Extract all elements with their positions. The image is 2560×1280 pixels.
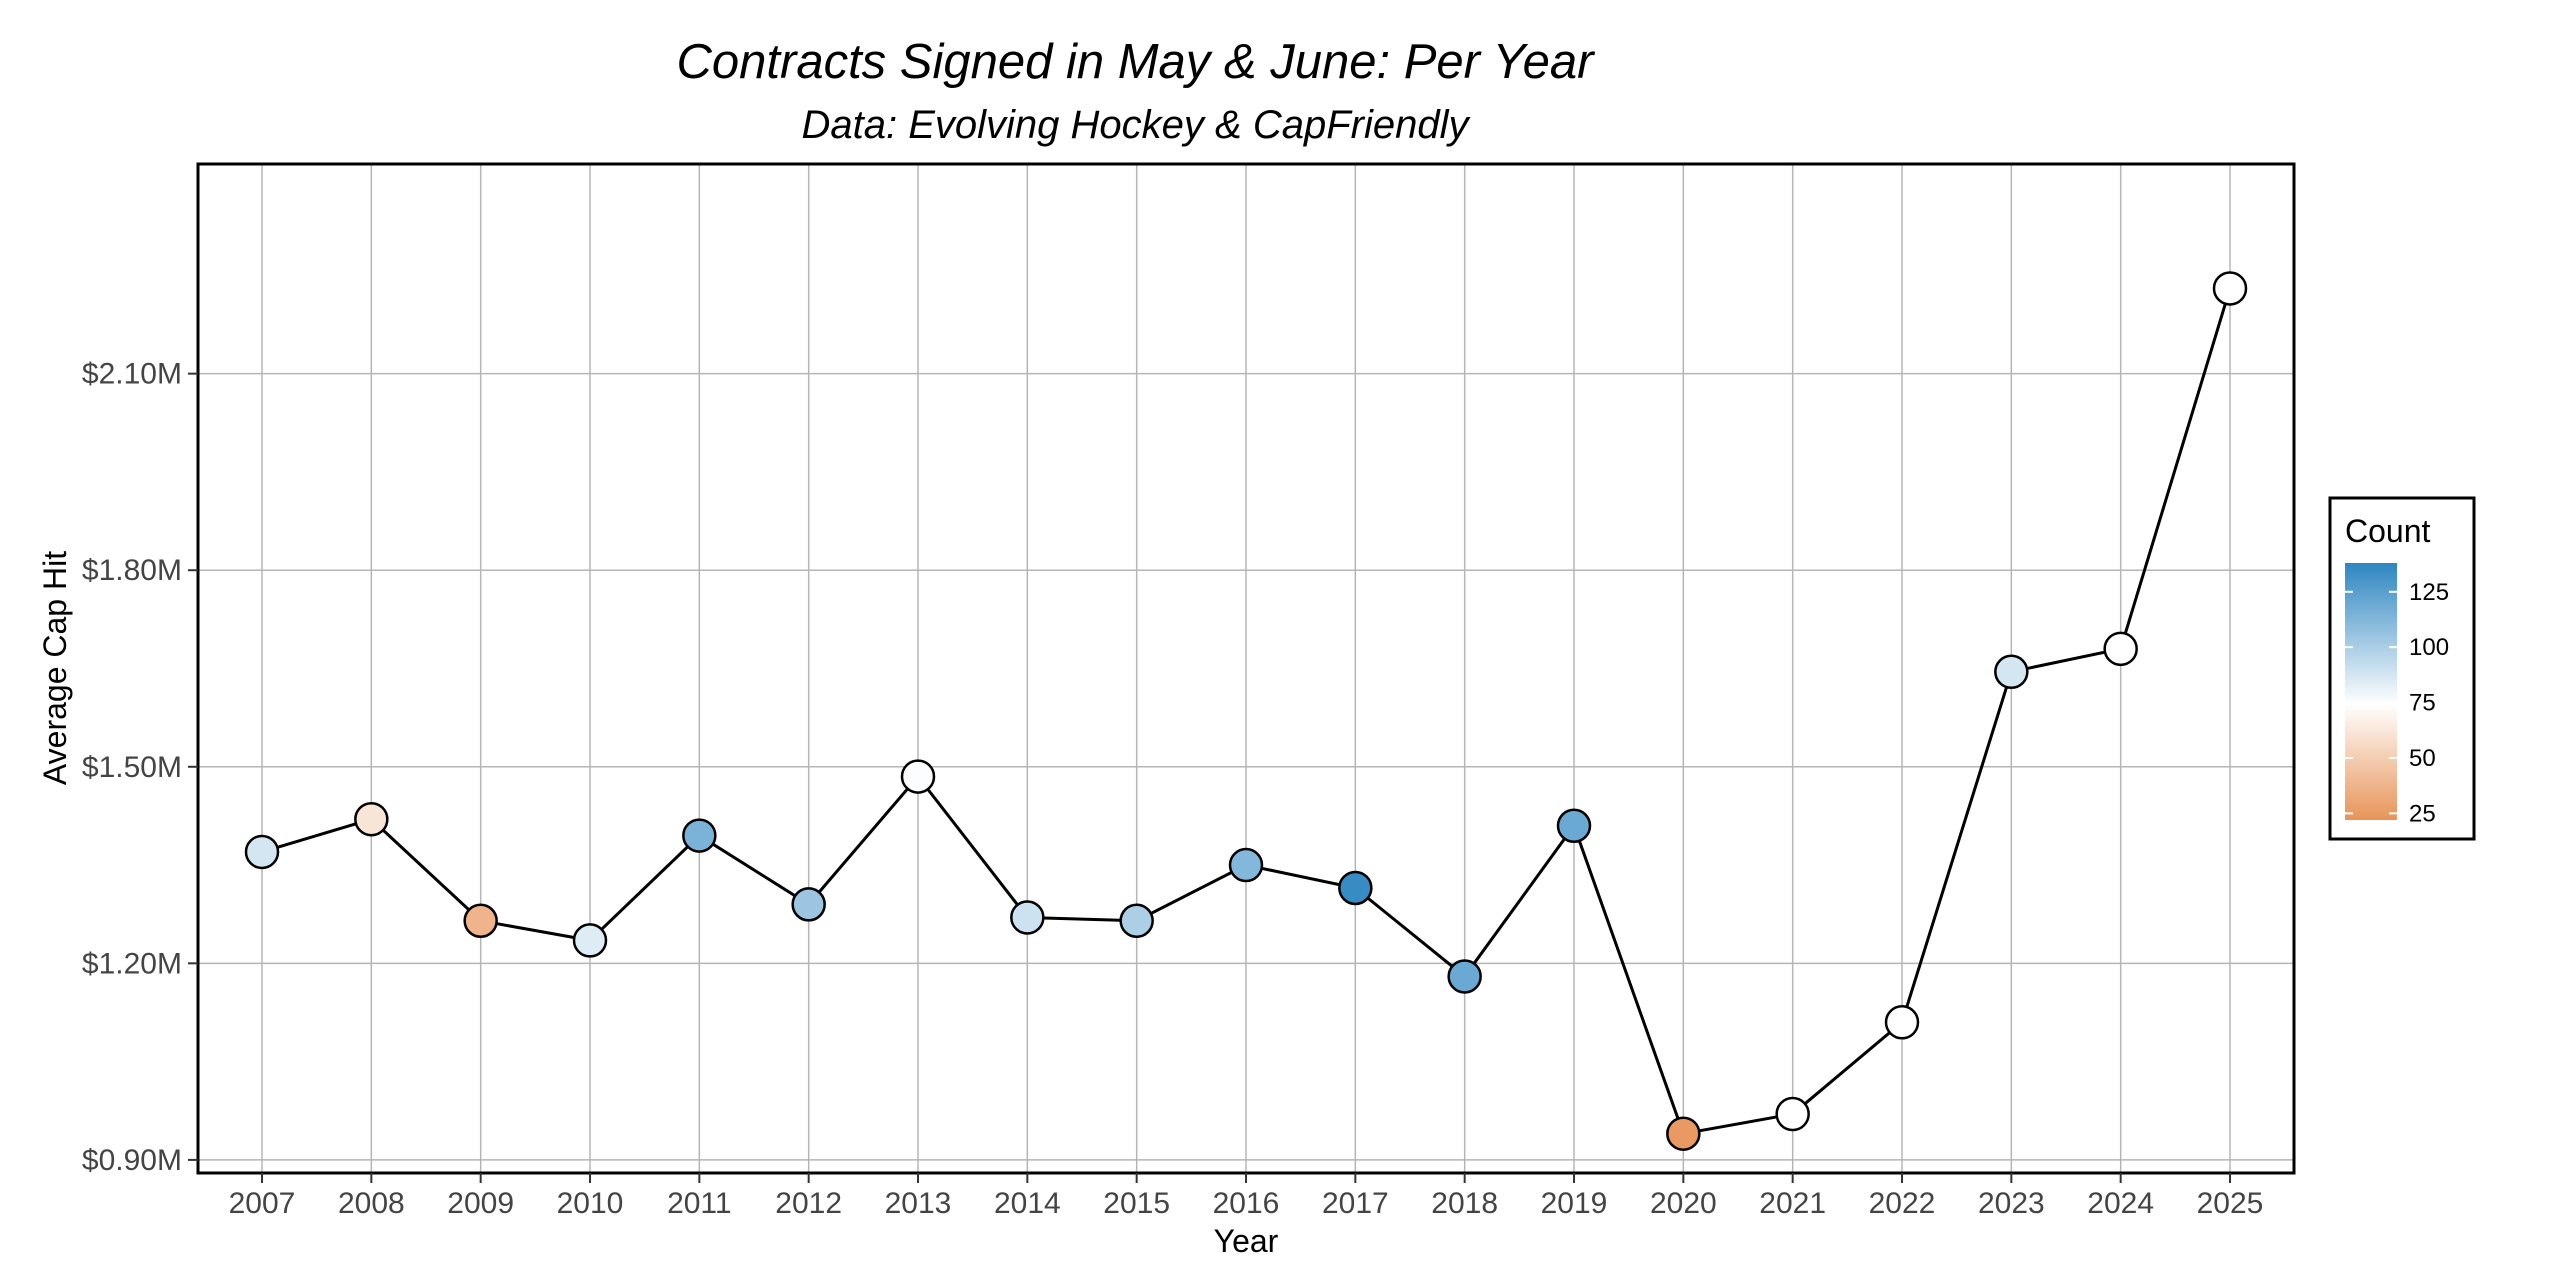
x-tick-label: 2015 bbox=[1103, 1187, 1170, 1220]
x-tick-label: 2017 bbox=[1322, 1187, 1389, 1220]
x-tick-label: 2012 bbox=[775, 1187, 842, 1220]
data-point bbox=[1010, 900, 1045, 935]
legend-tick-label: 25 bbox=[2409, 800, 2436, 827]
data-point bbox=[1775, 1096, 1810, 1132]
legend-tick-label: 125 bbox=[2409, 579, 2449, 606]
x-axis-title: Year bbox=[1214, 1223, 1279, 1259]
data-point bbox=[2212, 271, 2248, 306]
x-tick-label: 2022 bbox=[1869, 1187, 1936, 1220]
y-axis-ticks: $0.90M $1.20M $1.50M $1.80M $2.10M bbox=[82, 358, 198, 1177]
data-point bbox=[900, 759, 936, 794]
data-point bbox=[682, 818, 717, 853]
data-point bbox=[572, 923, 608, 958]
grid-lines bbox=[198, 164, 2294, 1173]
x-tick-label: 2013 bbox=[885, 1187, 952, 1220]
data-point bbox=[1666, 1116, 1701, 1151]
y-tick-label: $1.80M bbox=[82, 554, 182, 587]
x-tick-label: 2008 bbox=[338, 1187, 405, 1220]
x-tick-label: 2023 bbox=[1978, 1187, 2045, 1220]
x-tick-label: 2011 bbox=[667, 1187, 732, 1220]
x-tick-label: 2014 bbox=[994, 1187, 1061, 1220]
x-tick-label: 2009 bbox=[447, 1187, 514, 1220]
data-point bbox=[1228, 847, 1264, 883]
x-tick-label: 2025 bbox=[2197, 1187, 2264, 1220]
data-point bbox=[1884, 1005, 1920, 1040]
y-tick-label: $1.50M bbox=[82, 751, 182, 784]
y-axis-title: Average Cap Hit bbox=[37, 551, 73, 785]
x-tick-label: 2010 bbox=[557, 1187, 624, 1220]
legend: Count 25 50 75 100 125 bbox=[2328, 496, 2476, 841]
legend-colorbar bbox=[2345, 563, 2397, 820]
legend-title: Count bbox=[2345, 513, 2431, 549]
y-tick-label: $2.10M bbox=[82, 358, 182, 391]
x-tick-label: 2019 bbox=[1541, 1187, 1608, 1220]
data-point bbox=[463, 903, 498, 938]
y-tick-label: $0.90M bbox=[82, 1144, 182, 1177]
x-tick-label: 2016 bbox=[1213, 1187, 1280, 1220]
legend-ticks: 25 50 75 100 125 bbox=[2345, 579, 2449, 827]
y-tick-label: $1.20M bbox=[82, 947, 182, 980]
chart-title: Contracts Signed in May & June: Per Year bbox=[676, 35, 1594, 89]
data-point bbox=[1447, 959, 1482, 994]
data-point bbox=[1556, 808, 1592, 843]
data-point bbox=[1119, 903, 1154, 938]
x-tick-label: 2024 bbox=[2087, 1187, 2154, 1220]
x-tick-label: 2018 bbox=[1431, 1187, 1498, 1220]
data-point bbox=[244, 834, 280, 870]
data-point bbox=[1994, 654, 2029, 690]
chart-subtitle: Data: Evolving Hockey & CapFriendly bbox=[801, 103, 1469, 147]
x-tick-label: 2021 bbox=[1759, 1187, 1826, 1220]
legend-tick-label: 100 bbox=[2409, 634, 2449, 661]
legend-tick-label: 75 bbox=[2409, 690, 2436, 717]
x-tick-label: 2020 bbox=[1650, 1187, 1717, 1220]
legend-tick-label: 50 bbox=[2409, 745, 2436, 772]
data-point bbox=[2103, 631, 2138, 667]
data-point bbox=[354, 801, 389, 837]
x-tick-label: 2007 bbox=[229, 1187, 296, 1220]
x-axis-ticks: 2007 2008 2009 2010 2011 2012 2013 2014 2015 2016… bbox=[229, 1173, 2264, 1220]
data-point bbox=[1338, 870, 1373, 906]
series-points bbox=[244, 271, 2248, 1151]
data-point bbox=[791, 887, 826, 922]
